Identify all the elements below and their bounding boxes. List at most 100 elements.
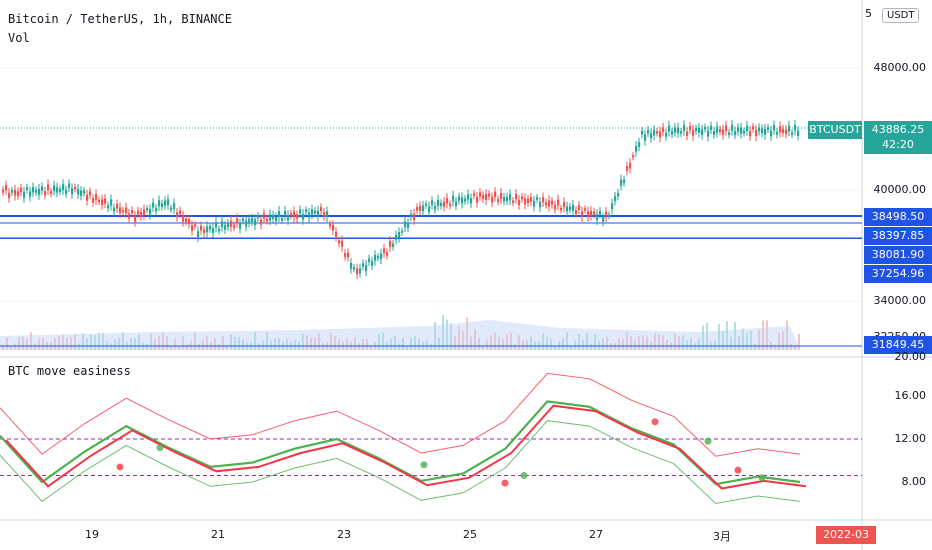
candle-body <box>410 213 413 218</box>
volume-bar <box>222 336 224 350</box>
candle-body <box>23 191 26 198</box>
candle-body <box>149 209 152 215</box>
volume-bar <box>6 337 8 350</box>
candle-body <box>692 129 695 136</box>
symbol-title: Bitcoin / TetherUS, 1h, BINANCE <box>8 12 232 26</box>
candle-body <box>272 214 275 219</box>
candle-body <box>704 126 707 130</box>
volume-bar <box>514 344 516 350</box>
candle-body <box>425 203 428 206</box>
volume-bar <box>274 338 276 350</box>
volume-bar <box>466 317 468 350</box>
volume-bar <box>94 335 96 350</box>
candle-body <box>260 219 263 225</box>
candle-body <box>443 201 446 207</box>
volume-bar <box>122 332 124 350</box>
volume-bar <box>498 336 500 350</box>
volume-bar <box>182 336 184 350</box>
candle-body <box>620 179 623 186</box>
candle-body <box>791 132 794 135</box>
indicator-signal-dot <box>520 472 528 480</box>
candle-body <box>491 197 494 203</box>
candle-body <box>125 207 128 214</box>
volume-bar <box>262 340 264 350</box>
candle-body <box>659 131 662 138</box>
candle-body <box>527 198 530 203</box>
volume-bar <box>674 333 676 350</box>
volume-bar <box>518 335 520 350</box>
volume-bar <box>582 339 584 350</box>
candle-body <box>737 127 740 132</box>
volume-bar <box>166 335 168 350</box>
level-price-tag: 31849.45 <box>864 336 932 354</box>
candle-body <box>122 210 125 213</box>
candle-body <box>539 201 542 208</box>
volume-bar <box>426 340 428 350</box>
candle-body <box>635 146 638 152</box>
volume-bar <box>746 333 748 350</box>
volume-bar <box>118 337 120 350</box>
candle-body <box>503 197 506 202</box>
candle-body <box>194 224 197 227</box>
level-price-tag: 37254.96 <box>864 265 932 283</box>
indicator-signal-dot <box>704 437 712 445</box>
candle-body <box>590 210 593 216</box>
volume-bar <box>54 337 56 350</box>
price-axis-label: 48000.00 <box>873 61 927 74</box>
candle-body <box>338 240 341 244</box>
volume-bar <box>202 339 204 350</box>
candle-body <box>368 258 371 263</box>
volume-bar <box>370 345 372 350</box>
volume-bar <box>790 343 792 350</box>
candle-body <box>290 213 293 217</box>
candle-body <box>560 207 563 211</box>
volume-bar <box>646 336 648 350</box>
volume-bar <box>270 340 272 350</box>
volume-bar <box>30 332 32 350</box>
candle-body <box>578 205 581 210</box>
volume-bar <box>98 332 100 350</box>
volume-bar <box>666 339 668 350</box>
candle-body <box>341 240 344 247</box>
candle-body <box>509 194 512 201</box>
volume-bar <box>662 335 664 350</box>
volume-bar <box>162 333 164 350</box>
candle-body <box>656 131 659 134</box>
volume-bar <box>34 343 36 350</box>
price-axis-top-partial: 5 <box>865 7 872 20</box>
volume-label: Vol <box>8 31 30 45</box>
candle-body <box>446 198 449 204</box>
volume-bar <box>306 335 308 350</box>
candle-body <box>668 125 671 132</box>
candle-body <box>185 218 188 222</box>
candle-body <box>29 191 32 197</box>
candle-body <box>575 210 578 215</box>
volume-bar <box>114 338 116 350</box>
candle-body <box>140 211 143 217</box>
candle-body <box>764 128 767 135</box>
volume-bar <box>14 343 16 350</box>
candle-body <box>749 131 752 137</box>
volume-bar <box>626 332 628 350</box>
volume-bar <box>214 337 216 350</box>
volume-bar <box>194 332 196 350</box>
candle-body <box>59 188 62 192</box>
candle-body <box>38 188 41 195</box>
volume-bar <box>346 338 348 350</box>
volume-bar <box>238 337 240 350</box>
candle-body <box>554 204 557 210</box>
volume-bar <box>546 336 548 350</box>
candle-body <box>374 254 377 261</box>
candle-body <box>671 131 674 135</box>
currency-unit-button[interactable]: USDT <box>882 8 920 23</box>
candle-body <box>113 207 116 212</box>
volume-bar <box>258 343 260 350</box>
volume-bar <box>622 338 624 350</box>
candle-body <box>20 187 23 192</box>
candle-body <box>134 215 137 222</box>
candle-body <box>203 229 206 234</box>
candle-body <box>41 186 44 191</box>
indicator-title: BTC move easiness <box>8 364 131 378</box>
